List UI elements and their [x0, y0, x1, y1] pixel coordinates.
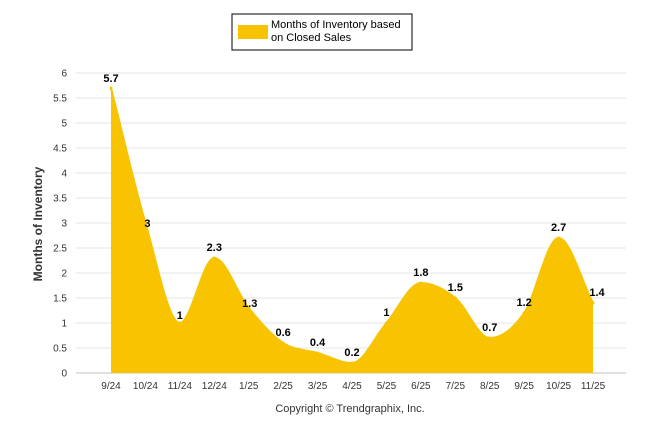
data-point-10/25[interactable] — [557, 236, 561, 240]
x-axis-ticks: 9/24 10/24 11/24 12/24 1/25 2/25 3/25 4/25 5/25 6… — [101, 381, 605, 392]
x-tick-label: 1/25 — [239, 381, 259, 392]
y-tick-label: 5 — [61, 119, 67, 130]
legend-label-line-1: Months of Inventory based — [271, 19, 401, 31]
x-tick-label: 11/25 — [581, 381, 606, 392]
data-label: 2.7 — [551, 222, 566, 234]
data-label: 1.2 — [517, 297, 532, 309]
data-point-2/25[interactable] — [281, 341, 285, 345]
data-labels: 5.7 3 1 2.3 1.3 0.6 0.4 0.2 1 1.8 1.5 0.7 1.2 2.7 1.4 — [103, 73, 605, 359]
data-point-1/25[interactable] — [247, 306, 251, 310]
x-tick-label: 6/25 — [411, 381, 431, 392]
x-tick-label: 10/24 — [133, 381, 158, 392]
data-point-9/25[interactable] — [522, 311, 526, 315]
x-tick-label: 4/25 — [342, 381, 362, 392]
y-tick-label: 2 — [61, 269, 67, 280]
data-point-11/25[interactable] — [591, 301, 595, 305]
data-label: 1.4 — [589, 287, 605, 299]
data-label: 5.7 — [103, 73, 118, 85]
data-point-10/24[interactable] — [143, 221, 147, 225]
x-tick-label: 9/24 — [101, 381, 121, 392]
x-tick-label: 9/25 — [514, 381, 534, 392]
data-point-8/25[interactable] — [488, 336, 492, 340]
y-tick-label: 1 — [61, 319, 67, 330]
data-point-9/24[interactable] — [109, 86, 113, 90]
y-tick-label: 6 — [61, 69, 67, 80]
data-point-3/25[interactable] — [316, 351, 320, 355]
y-tick-label: 4 — [61, 169, 67, 180]
data-label: 1.3 — [242, 298, 257, 310]
x-tick-label: 5/25 — [377, 381, 397, 392]
legend: Months of Inventory based on Closed Sale… — [231, 13, 413, 51]
area-series-line — [110, 87, 594, 365]
data-point-11/24[interactable] — [178, 321, 182, 325]
copyright-text: Copyright © Trendgraphix, Inc. — [275, 403, 424, 415]
data-label: 1 — [383, 307, 389, 319]
x-tick-label: 7/25 — [446, 381, 466, 392]
area-series-fill — [111, 88, 594, 373]
y-tick-label: 5.5 — [53, 94, 67, 105]
x-tick-label: 12/24 — [202, 381, 227, 392]
y-tick-label: 3 — [61, 219, 67, 230]
data-label: 1.5 — [448, 282, 463, 294]
y-tick-label: 0.5 — [53, 344, 67, 355]
x-tick-label: 2/25 — [273, 381, 293, 392]
y-axis-title: Months of Inventory — [31, 166, 45, 281]
data-label: 0.7 — [482, 322, 497, 334]
data-label: 0.2 — [344, 347, 359, 359]
data-point-6/25[interactable] — [419, 281, 423, 285]
y-tick-label: 3.5 — [53, 194, 67, 205]
legend-label-line-2: on Closed Sales — [271, 32, 352, 44]
y-tick-label: 4.5 — [53, 144, 67, 155]
data-label: 0.4 — [310, 337, 326, 349]
x-tick-label: 8/25 — [480, 381, 500, 392]
data-label: 0.6 — [276, 327, 291, 339]
y-tick-label: 0 — [61, 369, 67, 380]
x-tick-label: 11/24 — [168, 381, 193, 392]
data-point-5/25[interactable] — [384, 321, 388, 325]
legend-swatch — [238, 25, 268, 39]
y-tick-label: 2.5 — [53, 244, 67, 255]
x-tick-label: 3/25 — [308, 381, 328, 392]
y-tick-label: 1.5 — [53, 294, 67, 305]
plot-area — [109, 86, 595, 373]
y-axis-ticks: 0 0.5 1 1.5 2 2.5 3 3.5 4 4.5 5 5.5 6 — [53, 69, 67, 380]
x-tick-label: 10/25 — [546, 381, 571, 392]
data-label: 1 — [177, 310, 183, 322]
data-point-7/25[interactable] — [453, 296, 457, 300]
data-label: 1.8 — [413, 267, 428, 279]
data-label: 3 — [144, 218, 150, 230]
data-point-4/25[interactable] — [350, 361, 354, 365]
data-label: 2.3 — [207, 242, 222, 254]
data-point-12/24[interactable] — [212, 256, 216, 260]
